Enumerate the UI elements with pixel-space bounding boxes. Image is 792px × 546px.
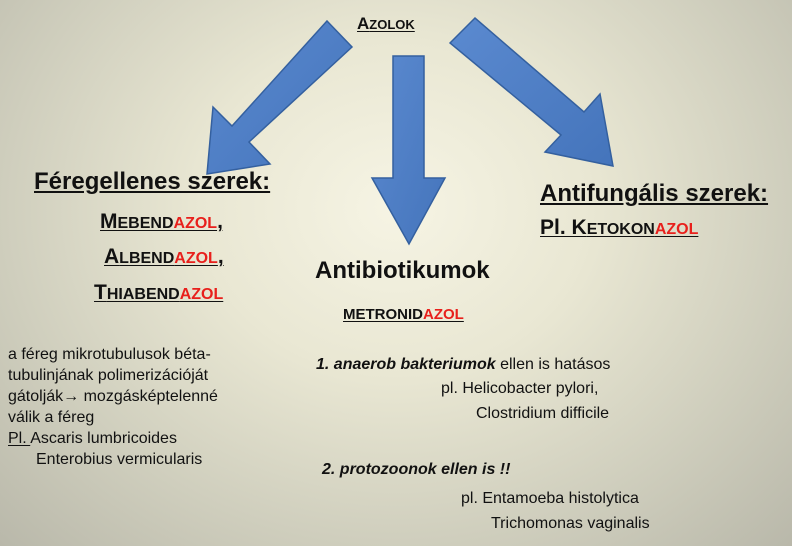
drug-suffix: AZOL xyxy=(173,215,218,232)
drug-first-letter: M xyxy=(100,210,118,233)
description-line: Enterobius vermicularis xyxy=(36,451,203,468)
drug-ketokonazol: Pl. KETOKONAZOL xyxy=(540,216,698,240)
point-protozoa: 2. protozoonok ellen is !! xyxy=(322,461,511,478)
diagram-title: AZOLOK xyxy=(357,14,415,34)
point-rest: ellen is hatásos xyxy=(495,356,611,373)
arrow-to-antibiotics xyxy=(370,55,447,246)
description-text: gátolják xyxy=(8,388,64,405)
arrow-to-antifungals xyxy=(448,16,614,167)
drug-suffix: AZOL xyxy=(423,306,464,323)
protozoa-example: Trichomonas vaginalis xyxy=(491,515,650,532)
drug-first-letter: K xyxy=(571,216,587,239)
description-line: Pl. Ascaris lumbricoides xyxy=(8,428,218,449)
drug-base: METRONID xyxy=(343,306,423,323)
drug-comma: , xyxy=(217,210,223,233)
examples-label: Pl. xyxy=(8,430,31,447)
description-line: tubulinjának polimerizációját xyxy=(8,367,209,384)
drug-mebendazol: MEBENDAZOL, xyxy=(100,210,223,234)
drug-base: LBEND xyxy=(119,250,175,267)
middle-heading: Antibiotikumok xyxy=(315,257,490,284)
drug-albendazol: ALBENDAZOL, xyxy=(104,245,224,269)
protozoa-example: pl. Entamoeba histolytica xyxy=(461,490,639,507)
point-bold: 1. anaerob bakteriumok xyxy=(316,356,496,373)
drug-first-letter: T xyxy=(94,281,107,304)
title-rest: ZOLOK xyxy=(369,17,415,32)
right-arrow-icon: → xyxy=(63,388,80,405)
description-line: gátolják→ mozgásképtelenné xyxy=(8,386,218,407)
anaerob-example: Clostridium difficile xyxy=(476,405,610,422)
drug-metronidazol: METRONIDAZOL xyxy=(343,306,464,323)
drug-prefix: Pl. xyxy=(540,216,572,239)
point-anaerob: 1. anaerob bakteriumok ellen is hatásos xyxy=(316,354,610,375)
left-heading: Féregellenes szerek: xyxy=(34,168,271,195)
drug-comma: , xyxy=(217,245,224,268)
description-text: mozgásképtelenné xyxy=(79,388,218,405)
right-heading: Antifungális szerek: xyxy=(540,180,769,207)
drug-suffix: AZOL xyxy=(174,250,218,267)
title-first-letter: A xyxy=(357,14,370,33)
drug-thiabendazol: THIABENDAZOL xyxy=(94,281,223,305)
drug-base: ETOKON xyxy=(586,221,655,238)
example-item: Ascaris lumbricoides xyxy=(30,430,177,447)
left-description: a féreg mikrotubulusok béta- tubulinjána… xyxy=(8,344,218,470)
drug-suffix: AZOL xyxy=(179,286,224,303)
drug-first-letter: A xyxy=(104,245,120,268)
drug-base: HIABEND xyxy=(106,286,180,303)
drug-suffix: AZOL xyxy=(654,221,699,238)
description-line: válik a féreg xyxy=(8,409,95,426)
arrow-to-anthelmintics xyxy=(206,19,354,175)
anaerob-example: pl. Helicobacter pylori, xyxy=(441,380,599,397)
drug-base: EBEND xyxy=(117,215,174,232)
description-line: a féreg mikrotubulusok béta- xyxy=(8,346,211,363)
